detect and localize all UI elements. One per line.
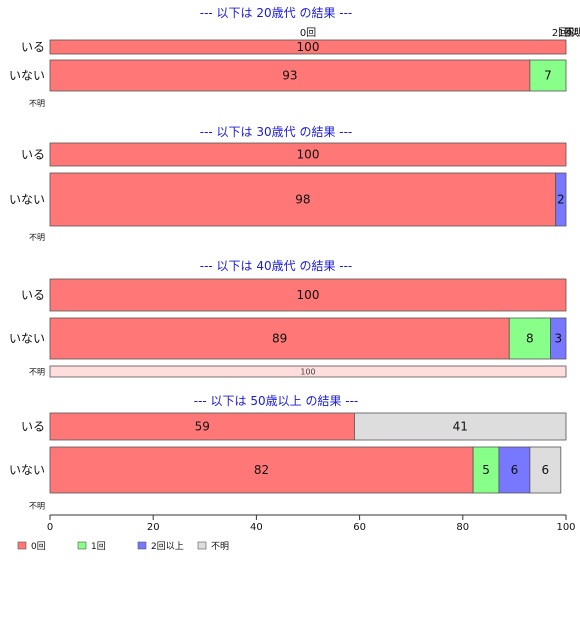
bar-segment-1-0-0回 <box>49 142 567 167</box>
bar-value-label-2-1-0回: 89 <box>272 332 287 346</box>
bar-segment-0-0-0回 <box>49 39 567 55</box>
bar-segment-3-0-0回 <box>49 412 355 441</box>
row-label-2-1: いない <box>9 332 45 346</box>
bar-value-label-3-1-0回: 82 <box>254 463 269 477</box>
header-label-1回: 1回 <box>558 27 574 39</box>
bar-value-label-1-1-2回以上: 2 <box>557 193 565 207</box>
x-tick-label-80: 80 <box>456 522 469 533</box>
bar-value-label-2-0-0回: 100 <box>297 288 320 302</box>
bar-segment-2-1-2回以上 <box>550 317 567 360</box>
bar-segment-1-1-0回 <box>49 172 557 227</box>
row-label-0-2: 不明 <box>29 99 45 108</box>
bar-segment-3-0-不明 <box>354 412 567 441</box>
bar-segment-0-1-0回 <box>49 59 531 92</box>
bar-value-label-2-2-不明: 100 <box>300 368 315 377</box>
row-label-0-1: いない <box>9 69 45 83</box>
legend-swatch-0回 <box>17 541 27 550</box>
bar-segment-2-1-1回 <box>508 317 551 360</box>
row-label-2-0: いる <box>21 288 45 302</box>
panel-title-2: --- 以下は 40歳代 の結果 --- <box>200 259 353 273</box>
panel-title-0: --- 以下は 20歳代 の結果 --- <box>200 6 353 20</box>
bar-segment-2-2-不明 <box>49 365 567 378</box>
bar-value-label-3-1-2回以上: 6 <box>511 463 519 477</box>
row-label-0-0: いる <box>21 40 45 54</box>
legend-label-2回以上: 2回以上 <box>151 541 184 552</box>
header-label-不明: 不明 <box>564 27 580 39</box>
row-label-1-2: 不明 <box>29 233 45 242</box>
bar-segment-2-1-0回 <box>49 317 510 360</box>
panel-title-3: --- 以下は 50歳以上 の結果 --- <box>194 394 359 408</box>
row-label-3-1: いない <box>9 463 45 477</box>
bar-segment-2-0-0回 <box>49 278 567 312</box>
legend-label-0回: 0回 <box>31 541 46 552</box>
header-label-2回以上: 2回以上 <box>552 27 580 39</box>
bar-segment-1-1-2回以上 <box>555 172 567 227</box>
bar-value-label-0-1-0回: 93 <box>282 69 297 83</box>
bar-segment-3-1-2回以上 <box>498 446 531 494</box>
bar-value-label-3-0-不明: 41 <box>453 420 468 434</box>
bar-value-label-1-1-0回: 98 <box>295 193 310 207</box>
legend-swatch-1回 <box>77 541 87 550</box>
panel-title-1: --- 以下は 30歳代 の結果 --- <box>200 125 353 139</box>
bar-value-label-0-0-0回: 100 <box>297 40 320 54</box>
row-label-1-1: いない <box>9 193 45 207</box>
legend-label-不明: 不明 <box>211 541 229 552</box>
bar-segment-0-1-1回 <box>529 59 567 92</box>
x-tick-label-20: 20 <box>147 522 160 533</box>
row-label-1-0: いる <box>21 148 45 162</box>
x-tick-label-60: 60 <box>353 522 366 533</box>
legend-swatch-2回以上 <box>137 541 147 550</box>
x-tick-label-40: 40 <box>250 522 263 533</box>
bar-value-label-2-1-2回以上: 3 <box>554 332 562 346</box>
bar-value-label-3-1-1回: 5 <box>482 463 490 477</box>
bar-value-label-3-1-不明: 6 <box>542 463 550 477</box>
bar-value-label-3-0-0回: 59 <box>195 420 210 434</box>
header-label-0回: 0回 <box>300 27 316 39</box>
row-label-3-2: 不明 <box>29 502 45 511</box>
bar-value-label-1-0-0回: 100 <box>297 148 320 162</box>
row-label-2-2: 不明 <box>29 368 45 377</box>
legend-swatch-不明 <box>197 541 207 550</box>
bar-value-label-0-1-1回: 7 <box>544 69 552 83</box>
bar-segment-3-1-0回 <box>49 446 474 494</box>
x-tick-label-100: 100 <box>556 522 575 533</box>
legend-label-1回: 1回 <box>91 541 106 552</box>
x-tick-label-0: 0 <box>47 522 53 533</box>
bar-segment-3-1-不明 <box>529 446 562 494</box>
bar-value-label-2-1-1回: 8 <box>526 332 534 346</box>
row-label-3-0: いる <box>21 420 45 434</box>
